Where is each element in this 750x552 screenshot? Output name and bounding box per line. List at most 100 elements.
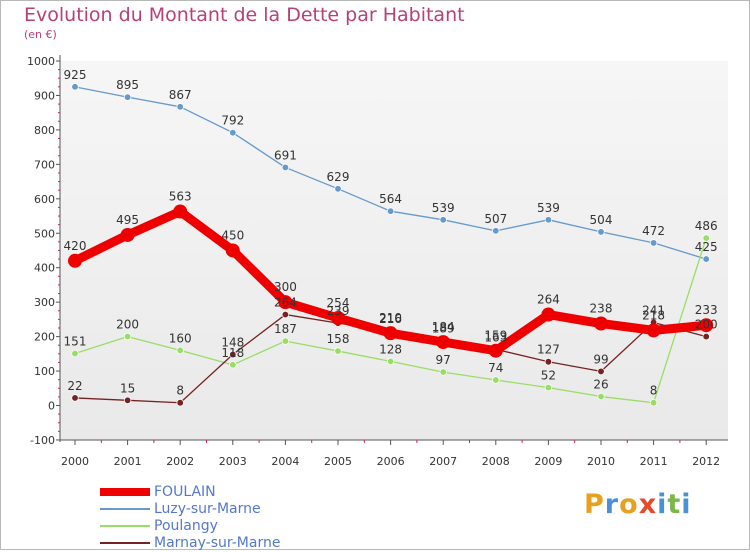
chart-subtitle: (en €) [24,28,57,41]
data-point-2-11 [649,399,658,407]
data-label-1-6: 564 [379,192,402,206]
y-tick-label: 400 [34,262,55,275]
data-label-1-2: 867 [169,88,192,102]
legend-item-2: Poulangy [100,518,280,535]
data-point-1-2 [176,103,184,111]
data-label-3-9: 127 [537,343,560,357]
data-label-0-12: 233 [695,303,718,317]
data-point-2-5 [334,347,342,355]
data-label-3-0: 22 [67,379,82,393]
logo-letter: i [657,489,668,520]
x-tick-label: 2005 [324,455,352,468]
x-tick-label: 2003 [219,455,247,468]
legend-item-1: Luzy-sur-Marne [100,501,280,518]
logo-letter: P [584,489,605,520]
data-label-1-3: 792 [221,114,244,128]
x-tick-label: 2011 [640,455,668,468]
data-label-1-4: 691 [274,148,297,162]
y-tick-label: 500 [34,227,55,240]
data-point-1-10 [597,228,605,236]
data-point-0-8 [488,343,503,358]
data-label-3-1: 15 [120,381,135,395]
data-label-3-5: 239 [327,304,350,318]
data-point-2-6 [386,357,395,366]
data-label-1-9: 539 [537,201,560,215]
legend: FOULAIN Luzy-sur-Marne Poulangy Marnay-sur-… [100,484,280,552]
plot-area [60,61,728,440]
data-point-2-4 [281,337,290,345]
data-point-1-6 [386,207,395,215]
data-label-2-1: 200 [116,318,139,332]
data-point-0-11 [646,323,661,338]
data-point-0-2 [173,204,188,219]
x-tick-label: 2010 [587,455,615,468]
legend-swatch [100,488,150,496]
y-tick-label: 800 [34,124,55,137]
line-chart: -100 0 100 200 300 400 500 600 700 800 900 1000 200… [27,55,728,468]
data-label-0-11: 218 [642,308,665,322]
y-tick-label: 300 [34,296,55,309]
data-label-2-6: 128 [379,342,402,356]
data-point-0-4 [278,295,293,310]
data-point-2-0 [71,349,79,358]
data-label-3-11: 241 [642,303,665,317]
data-label-2-2: 160 [169,331,192,345]
y-tick-label: 1000 [27,55,55,68]
data-point-1-0 [71,83,79,91]
data-point-2-10 [597,392,605,401]
data-point-3-9 [544,358,553,366]
data-label-0-8: 159 [484,329,507,343]
logo-letter: x [638,489,658,520]
legend-label: FOULAIN [154,484,216,500]
legend-swatch [100,542,150,544]
data-label-1-10: 504 [590,213,613,227]
data-label-2-12: 486 [695,219,718,233]
data-label-3-2: 8 [176,384,184,398]
data-point-0-7 [436,335,451,350]
data-label-3-7: 189 [432,321,455,335]
series-group [68,83,714,407]
data-label-3-8: 163 [484,330,507,344]
legend-label: Luzy-sur-Marne [154,501,261,517]
data-point-1-12 [702,255,710,263]
data-label-0-6: 210 [379,311,402,325]
data-point-0-5 [331,310,345,325]
data-point-3-10 [597,367,605,376]
data-label-3-4: 264 [274,296,297,310]
y-tick-label: 100 [34,365,55,378]
proxiti-logo: Proxiti [584,489,692,520]
y-axis: -100 0 100 200 300 400 500 600 700 800 900 1000 [27,55,61,447]
data-point-1-7 [439,216,447,224]
data-label-1-8: 507 [484,212,507,226]
y-tick-label: 0 [48,400,55,413]
data-label-2-3: 118 [221,346,244,360]
data-point-1-4 [281,163,290,172]
data-point-1-11 [649,239,658,247]
data-label-2-11: 8 [650,384,658,398]
legend-swatch [100,508,150,510]
data-point-3-3 [229,350,237,359]
data-label-3-10: 99 [593,352,608,366]
data-label-2-9: 52 [541,369,556,383]
y-tick-label: 200 [34,331,55,344]
data-label-1-7: 539 [432,201,455,215]
data-label-2-10: 26 [593,378,608,392]
data-label-3-3: 148 [221,336,244,350]
data-point-1-3 [229,129,237,137]
data-point-2-8 [492,376,500,384]
data-point-3-0 [71,394,79,402]
x-axis: 2000 2001 2002 2003 2004 2005 2006 2007 2008 2009… [60,439,728,468]
data-label-1-1: 895 [116,78,139,92]
data-label-1-11: 472 [642,224,665,238]
data-label-1-12: 425 [695,240,718,254]
data-point-2-2 [176,346,184,355]
chart-title: Evolution du Montant de la Dette par Hab… [24,4,465,26]
data-label-0-7: 184 [432,320,455,334]
data-label-3-12: 200 [695,318,718,332]
y-tick-label: 700 [34,158,55,171]
data-point-2-12 [702,234,710,242]
legend-swatch [100,525,150,527]
x-tick-label: 2008 [482,455,510,468]
data-point-2-7 [439,368,447,376]
data-label-0-2: 563 [169,190,192,204]
